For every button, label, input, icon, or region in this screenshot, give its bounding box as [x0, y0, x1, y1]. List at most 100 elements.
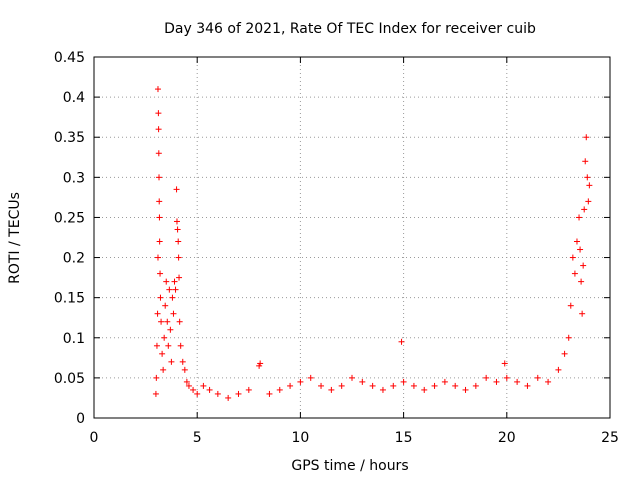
data-point — [157, 270, 164, 277]
data-point — [154, 254, 161, 261]
data-point — [266, 390, 273, 397]
data-point — [176, 318, 183, 325]
data-point — [410, 382, 417, 389]
data-point — [579, 310, 586, 317]
data-point — [161, 334, 168, 341]
y-tick-label: 0 — [76, 411, 85, 427]
y-tick-label: 0.1 — [63, 331, 85, 347]
data-point — [154, 310, 161, 317]
data-point — [581, 206, 588, 213]
data-point — [157, 294, 164, 301]
y-tick-label: 0.4 — [63, 90, 85, 106]
data-point — [297, 378, 304, 385]
y-tick-label: 0.35 — [54, 130, 85, 146]
data-point — [183, 378, 190, 385]
data-point — [156, 198, 163, 205]
data-point — [257, 360, 264, 367]
grid-lines — [94, 57, 610, 418]
data-point — [206, 386, 213, 393]
data-point — [338, 382, 345, 389]
data-point — [307, 374, 314, 381]
data-point — [153, 342, 160, 349]
data-point — [483, 374, 490, 381]
data-point — [154, 86, 161, 93]
x-tick-labels: 0 5 10 15 20 25 — [90, 430, 619, 446]
data-point — [194, 390, 201, 397]
data-point — [162, 302, 169, 309]
y-tick-label: 0.25 — [54, 210, 85, 226]
x-tick-label: 5 — [193, 430, 202, 446]
data-point — [565, 334, 572, 341]
data-point — [185, 382, 192, 389]
data-point — [584, 174, 591, 181]
data-point — [276, 386, 283, 393]
y-tick-label: 0.45 — [54, 50, 85, 66]
data-point — [163, 278, 170, 285]
data-point — [181, 366, 188, 373]
data-point — [166, 286, 173, 293]
data-point — [155, 126, 162, 133]
data-point — [534, 374, 541, 381]
data-point — [576, 214, 583, 221]
data-point — [561, 350, 568, 357]
data-point — [153, 374, 160, 381]
data-point — [156, 238, 163, 245]
data-point — [174, 226, 181, 233]
data-point — [452, 382, 459, 389]
data-point — [200, 382, 207, 389]
data-point — [245, 386, 252, 393]
data-point — [172, 286, 179, 293]
data-point — [156, 174, 163, 181]
data-point — [170, 310, 177, 317]
data-point — [235, 390, 242, 397]
data-point — [555, 366, 562, 373]
data-point — [493, 378, 500, 385]
data-point — [582, 158, 589, 165]
x-tick-label: 10 — [291, 430, 309, 446]
data-point — [379, 386, 386, 393]
data-point — [167, 326, 174, 333]
data-point — [173, 218, 180, 225]
data-point — [441, 378, 448, 385]
data-point — [168, 358, 175, 365]
y-tick-label: 0.15 — [54, 291, 85, 307]
data-point — [225, 394, 232, 401]
data-point — [545, 378, 552, 385]
data-point — [155, 110, 162, 117]
y-axis-label: ROTI / TECUs — [7, 192, 23, 284]
axis-ticks — [93, 56, 611, 419]
chart-title: Day 346 of 2021, Rate Of TEC Index for r… — [164, 21, 536, 37]
data-point — [349, 374, 355, 381]
data-point — [158, 318, 165, 325]
data-point — [571, 270, 578, 277]
data-point — [524, 382, 531, 389]
data-point — [501, 360, 508, 367]
data-point — [169, 294, 176, 301]
data-point — [398, 338, 405, 345]
x-axis-label: GPS time / hours — [291, 458, 408, 474]
data-point — [421, 386, 428, 393]
y-tick-label: 0.05 — [54, 371, 85, 387]
data-point — [577, 246, 584, 253]
data-point — [369, 382, 376, 389]
data-point — [390, 382, 397, 389]
data-point — [159, 350, 166, 357]
x-tick-label: 15 — [395, 430, 413, 446]
data-point — [585, 198, 592, 205]
data-point — [190, 386, 197, 393]
data-point — [462, 386, 469, 393]
data-point — [359, 378, 366, 385]
data-point — [514, 378, 521, 385]
data-point — [287, 382, 294, 389]
data-point — [567, 302, 574, 309]
data-point — [569, 254, 576, 261]
data-point — [328, 386, 335, 393]
data-point — [472, 382, 479, 389]
data-point — [400, 378, 407, 385]
data-point — [177, 342, 184, 349]
data-point — [164, 318, 171, 325]
y-tick-labels: 0 0.05 0.1 0.15 0.2 0.25 0.3 0.35 0.4 0.45 — [54, 50, 85, 427]
data-point — [156, 214, 163, 221]
x-tick-label: 0 — [90, 430, 99, 446]
